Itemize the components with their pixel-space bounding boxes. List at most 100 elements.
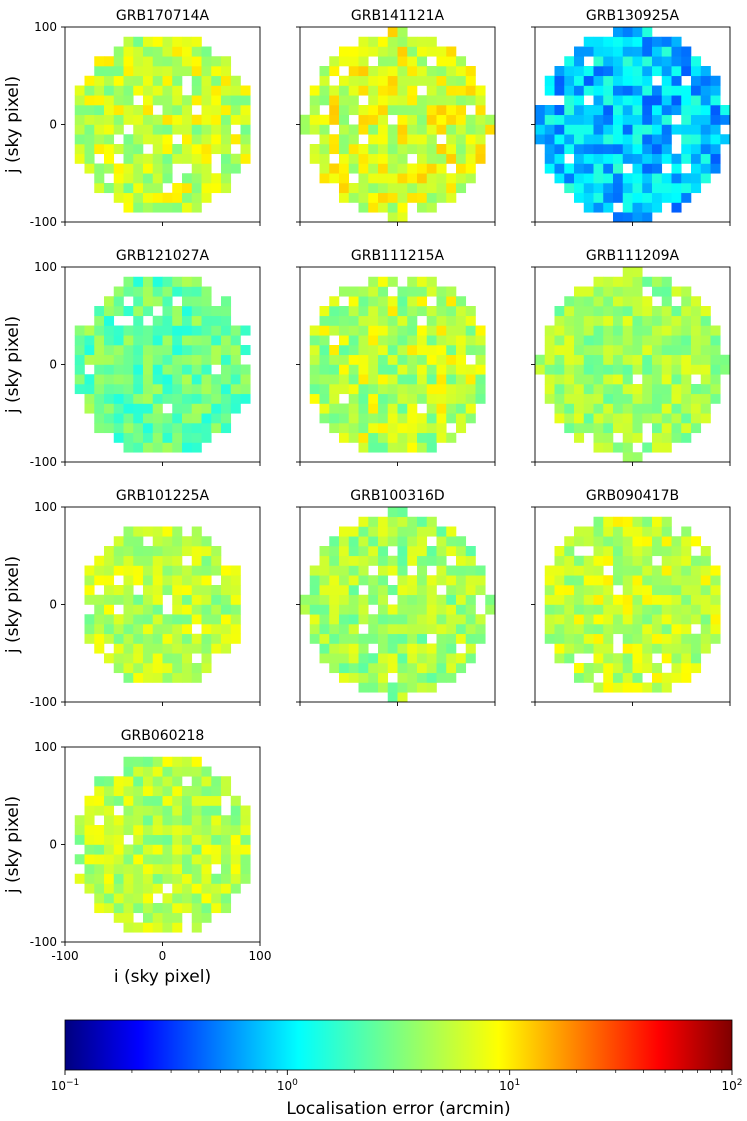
heatmap-cell [74, 325, 85, 336]
heatmap-cell [172, 825, 183, 836]
heatmap-cell [661, 413, 672, 424]
heatmap-cell [329, 85, 340, 96]
heatmap-cell [378, 682, 389, 693]
heatmap-cell [564, 594, 575, 605]
heatmap-cell [74, 825, 85, 836]
heatmap-cell [603, 624, 614, 635]
heatmap-cell [652, 594, 663, 605]
heatmap-cell [622, 413, 633, 424]
heatmap-cell [436, 296, 447, 307]
heatmap-cell [309, 374, 320, 385]
heatmap-cell [622, 546, 633, 557]
heatmap-cell [368, 286, 379, 297]
heatmap-cell [94, 335, 105, 346]
heatmap-cell [700, 345, 711, 356]
heatmap-cell [593, 144, 604, 155]
heatmap-cell [143, 325, 154, 336]
heatmap-cell [446, 393, 457, 404]
heatmap-cell [446, 633, 457, 644]
heatmap-cell [603, 75, 614, 86]
heatmap-cell [613, 335, 624, 346]
heatmap-cell [407, 604, 418, 615]
heatmap-cell [182, 384, 193, 395]
heatmap-cell [378, 56, 389, 67]
heatmap-cell [133, 653, 144, 664]
heatmap-cell [191, 864, 202, 875]
heatmap-cell [593, 325, 604, 336]
heatmap-cell [613, 423, 624, 434]
heatmap-cell [152, 624, 163, 635]
heatmap-cell [661, 364, 672, 375]
heatmap-cell [329, 66, 340, 77]
heatmap-cell [152, 815, 163, 826]
heatmap-cell [201, 286, 212, 297]
heatmap-cell [681, 614, 692, 625]
heatmap-cell [240, 153, 251, 164]
heatmap-cell [162, 585, 173, 596]
heatmap-cell [339, 286, 350, 297]
heatmap-cell [182, 335, 193, 346]
heatmap-cell [191, 345, 202, 356]
heatmap-cell [201, 643, 212, 654]
heatmap-cell [152, 56, 163, 67]
heatmap-cell [574, 315, 585, 326]
heatmap-cell [123, 56, 134, 67]
heatmap-cell [465, 66, 476, 77]
heatmap-cell [426, 384, 437, 395]
heatmap-cell [162, 854, 173, 865]
heatmap-cell [691, 315, 702, 326]
heatmap-cell [182, 565, 193, 576]
heatmap-cell [201, 834, 212, 845]
heatmap-cell [574, 286, 585, 297]
heatmap-cell [671, 575, 682, 586]
heatmap-cell [113, 912, 124, 923]
heatmap-cell [642, 594, 653, 605]
heatmap-cell [348, 594, 359, 605]
heatmap-cell [465, 565, 476, 576]
heatmap-cell [632, 95, 643, 106]
heatmap-cell [700, 403, 711, 414]
heatmap-cell [554, 594, 565, 605]
heatmap-cell [240, 393, 251, 404]
heatmap-cell [603, 682, 614, 693]
heatmap-cell [535, 124, 546, 135]
heatmap-cell [104, 633, 115, 644]
heatmap-cell [632, 46, 643, 57]
heatmap-cell [387, 682, 398, 693]
heatmap-cell [201, 776, 212, 787]
heatmap-cell [172, 815, 183, 826]
heatmap-cell [152, 46, 163, 57]
heatmap-cell [417, 536, 428, 547]
heatmap-cell [191, 95, 202, 106]
heatmap-cell [329, 555, 340, 566]
heatmap-cell [622, 452, 633, 463]
heatmap-cell [162, 805, 173, 816]
heatmap-cell [691, 85, 702, 96]
heatmap-cell [162, 276, 173, 287]
heatmap-cell [387, 403, 398, 414]
heatmap-cell [172, 594, 183, 605]
heatmap-cell [113, 565, 124, 576]
heatmap-cell [465, 594, 476, 605]
heatmap-cell [143, 442, 154, 453]
heatmap-cell [426, 95, 437, 106]
heatmap-cell [319, 594, 330, 605]
heatmap-cell [133, 384, 144, 395]
heatmap-cell [329, 565, 340, 576]
heatmap-cell [681, 183, 692, 194]
heatmap-cell [465, 163, 476, 174]
heatmap-cell [339, 423, 350, 434]
heatmap-cell [143, 643, 154, 654]
heatmap-cell [191, 614, 202, 625]
heatmap-cell [162, 36, 173, 47]
heatmap-cell [397, 144, 408, 155]
heatmap-cell [583, 536, 594, 547]
heatmap-cell [319, 565, 330, 576]
heatmap-cell [172, 643, 183, 654]
heatmap-cell [661, 672, 672, 683]
heatmap-cell [622, 672, 633, 683]
heatmap-cell [632, 432, 643, 443]
heatmap-cell [426, 585, 437, 596]
heatmap-cell [221, 893, 232, 904]
heatmap-cell [436, 325, 447, 336]
